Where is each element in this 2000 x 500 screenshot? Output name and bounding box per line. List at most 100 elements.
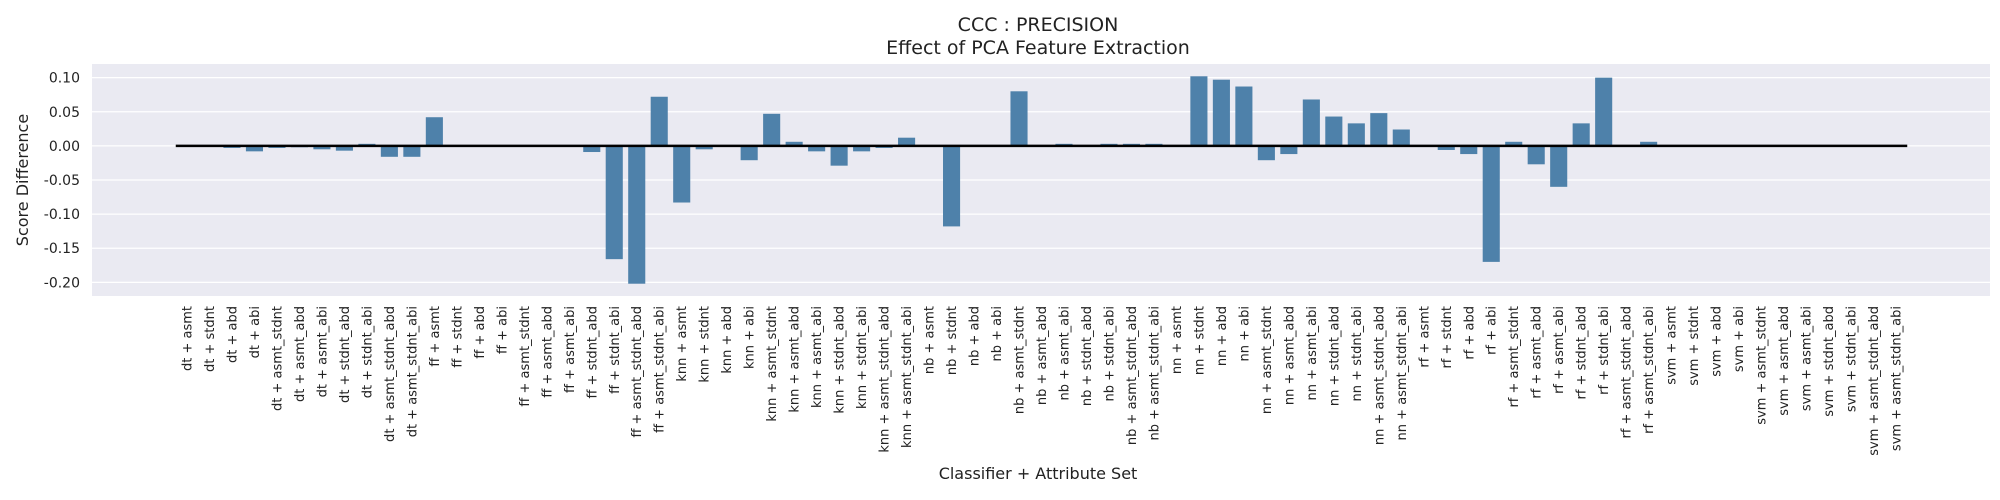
- x-tick-label: ff + abd: [473, 306, 488, 359]
- x-tick-label: knn + stdnt: [698, 306, 713, 383]
- x-tick-label: rf + asmt: [1417, 306, 1432, 368]
- x-tick-label: dt + asmt_stdnt: [270, 306, 285, 411]
- y-axis-label: Score Difference: [13, 114, 32, 246]
- x-tick-label: nn + asmt_stdnt: [1260, 306, 1275, 414]
- y-tick-label: 0.00: [49, 139, 80, 155]
- x-tick-label: knn + asmt_stdnt_abd: [878, 306, 893, 453]
- bar: [1595, 77, 1613, 146]
- x-tick-label: knn + asmt_stdnt: [765, 306, 780, 422]
- bar: [1370, 113, 1388, 146]
- x-tick-label: nb + stdnt_abd: [1080, 306, 1095, 406]
- x-tick-label: svm + asmt_stdnt_abd: [1867, 306, 1882, 456]
- x-tick-label: ff + asmt_abd: [540, 306, 555, 398]
- x-tick-label: dt + stdnt_abi: [360, 306, 375, 398]
- bar: [403, 145, 421, 157]
- x-tick-label: nn + asmt_stdnt_abi: [1395, 306, 1410, 440]
- x-tick-label: nb + asmt_abi: [1057, 306, 1072, 400]
- chart-subtitle: Effect of PCA Feature Extraction: [886, 37, 1190, 59]
- bar: [425, 117, 443, 146]
- bar: [628, 145, 646, 284]
- bar: [1392, 129, 1410, 146]
- x-tick-label: knn + asmt_abi: [810, 306, 825, 408]
- bar: [1482, 145, 1500, 262]
- x-tick-label: svm + asmt_abd: [1777, 306, 1792, 416]
- y-tick-label: 0.10: [49, 71, 80, 87]
- y-tick-label: -0.10: [44, 207, 80, 223]
- x-tick-label: svm + asmt_stdnt: [1755, 306, 1770, 425]
- bar: [1302, 99, 1320, 146]
- x-tick-label: ff + abi: [495, 306, 510, 354]
- bar: [1190, 76, 1208, 146]
- x-tick-label: svm + stdnt: [1687, 306, 1702, 386]
- x-tick-label: nn + asmt: [1170, 306, 1185, 374]
- x-tick-label: dt + asmt: [181, 306, 196, 371]
- x-tick-label: nn + stdnt: [1192, 306, 1207, 375]
- x-tick-label: rf + asmt_abd: [1530, 306, 1545, 399]
- bar: [898, 137, 916, 146]
- x-tick-label: nn + abd: [1215, 306, 1230, 366]
- x-tick-label: ff + asmt: [428, 306, 443, 367]
- x-tick-label: knn + stdnt_abi: [855, 306, 870, 409]
- x-tick-label: svm + stdnt_abi: [1845, 306, 1860, 412]
- bar: [1550, 145, 1568, 187]
- x-tick-label: nb + asmt_stdnt: [1013, 306, 1028, 414]
- x-tick-label: ff + stdnt_abi: [608, 306, 623, 394]
- x-tick-label: dt + abi: [248, 306, 263, 358]
- x-tick-label: svm + asmt_stdnt_abi: [1890, 306, 1905, 451]
- bar: [605, 145, 623, 260]
- x-tick-label: nb + abi: [990, 306, 1005, 361]
- x-tick-label: rf + stdnt_abd: [1575, 306, 1590, 400]
- x-tick-label: knn + asmt_stdnt_abi: [900, 306, 915, 448]
- bar: [785, 141, 803, 146]
- bar: [1212, 79, 1230, 146]
- x-tick-label: ff + asmt_abi: [563, 306, 578, 393]
- x-tick-label: ff + stdnt_abd: [585, 306, 600, 399]
- bar: [1572, 123, 1590, 146]
- x-tick-label: svm + abi: [1732, 306, 1747, 372]
- x-tick-label: ff + asmt_stdnt_abi: [653, 306, 668, 433]
- x-tick-label: ff + asmt_stdnt_abd: [630, 306, 645, 438]
- bar: [1460, 145, 1478, 155]
- x-tick-label: nn + abi: [1237, 306, 1252, 361]
- bar: [695, 145, 713, 150]
- bar: [853, 145, 871, 152]
- x-tick-label: knn + asmt_abd: [788, 306, 803, 413]
- x-tick-label: nb + asmt_stdnt_abi: [1147, 306, 1162, 440]
- y-tick-label: -0.15: [44, 241, 80, 257]
- bar: [245, 145, 264, 152]
- bar: [1257, 145, 1275, 161]
- bar: [650, 96, 668, 146]
- bar: [673, 145, 691, 203]
- bar: [943, 145, 961, 227]
- x-tick-label: rf + asmt_stdnt_abd: [1620, 306, 1635, 439]
- bar: [1347, 123, 1365, 146]
- x-tick-label: svm + asmt_abi: [1800, 306, 1815, 411]
- bar: [763, 113, 781, 146]
- y-tick-label: 0.05: [49, 105, 80, 121]
- x-tick-label: dt + asmt_abi: [315, 306, 330, 397]
- x-tick-label: rf + abi: [1485, 306, 1500, 355]
- y-tick-labels: 0.10 0.05 0.00 -0.05 -0.10 -0.15 -0.20: [44, 71, 80, 292]
- bar: [1010, 91, 1028, 146]
- x-tick-label: nb + stdnt_abi: [1102, 306, 1117, 401]
- x-tick-label: knn + abi: [743, 306, 758, 369]
- x-tick-label: nn + asmt_abd: [1282, 306, 1297, 405]
- x-tick-label: svm + asmt: [1665, 306, 1680, 385]
- bar: [1505, 141, 1523, 146]
- bar: [1437, 145, 1455, 150]
- x-tick-label: nn + stdnt_abi: [1350, 306, 1365, 401]
- bar: [740, 145, 758, 161]
- x-tick-label: nb + asmt: [923, 306, 938, 374]
- x-tick-label: nn + asmt_stdnt_abd: [1372, 306, 1387, 445]
- x-axis-label: Classifier + Attribute Set: [939, 464, 1138, 483]
- bar: [1235, 86, 1253, 146]
- x-tick-label: nb + asmt_abd: [1035, 306, 1050, 405]
- x-tick-label: dt + abd: [225, 306, 240, 363]
- chart-title: CCC : PRECISION: [958, 14, 1119, 36]
- x-tick-label: ff + stdnt: [450, 306, 465, 368]
- x-tick-label: svm + abd: [1710, 306, 1725, 377]
- bar: [808, 145, 826, 152]
- x-tick-label: rf + stdnt: [1440, 306, 1455, 369]
- bar: [313, 145, 331, 150]
